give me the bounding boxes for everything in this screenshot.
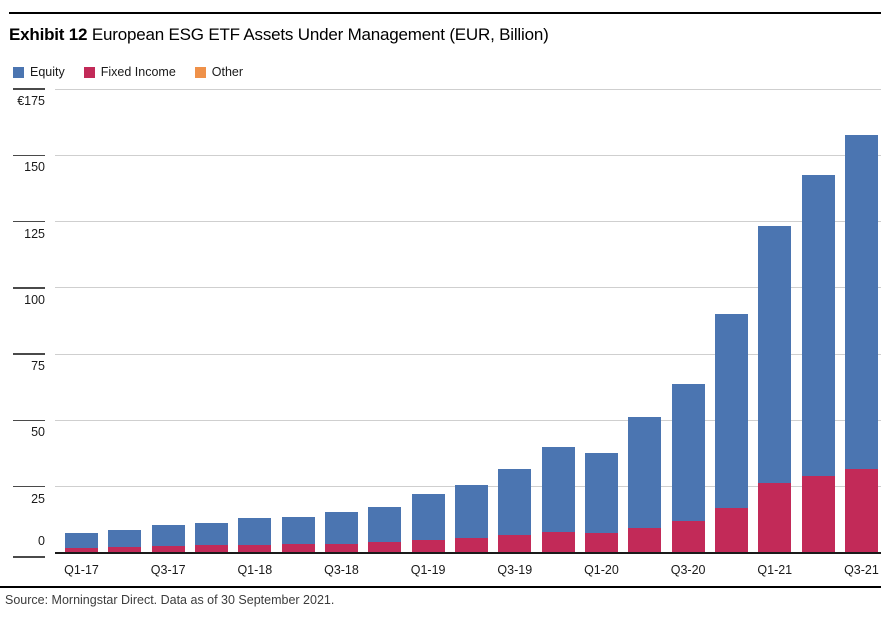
bar-segment-equity [671,384,705,521]
y-axis-label: 25 [31,491,45,506]
exhibit-title: Exhibit 12 European ESG ETF Assets Under… [9,25,879,45]
bar-segment-equity [368,507,402,542]
bar-segment-equity [194,522,228,546]
y-axis-label: 125 [24,226,45,241]
y-axis-tick [13,353,45,355]
legend-label: Fixed Income [100,65,176,79]
legend-label: Equity [30,65,65,79]
x-axis-label: Q1-21 [757,563,793,577]
source-note: Source: Morningstar Direct. Data as of 3… [5,593,335,607]
bar-segment-fixed-income [801,476,835,552]
legend-swatch-other [194,66,206,78]
gridline-75 [55,353,881,355]
bar-segment-equity [324,511,358,545]
legend-item: Other [194,65,244,79]
y-axis-label: 75 [31,359,45,374]
x-axis-label: Q3-21 [844,563,879,577]
bar-segment-equity [108,529,142,547]
bar-segment-fixed-income [584,533,618,552]
y-axis-tick [13,485,45,488]
bar-segment-equity [454,485,488,538]
bar-segment-fixed-income [194,545,228,552]
x-axis-label: Q3-19 [497,563,533,577]
bar-segment-fixed-income [454,537,488,552]
y-axis-tick [13,88,45,90]
top-rule [9,12,881,14]
bar-segment-equity [238,518,272,545]
bar-segment-fixed-income [108,546,142,552]
y-axis-label: €175 [17,94,45,108]
exhibit-label: Exhibit 12 [9,25,88,44]
bar-segment-equity [281,516,315,545]
legend-item: Fixed Income [83,65,176,79]
x-axis-label: Q1-20 [584,563,619,577]
legend-label: Other [211,65,244,79]
bar-segment-fixed-income [628,527,662,552]
bar-segment-equity [498,469,532,536]
x-axis-label: Q3-18 [324,563,359,577]
bottom-rule [0,586,881,588]
exhibit-title-text: European ESG ETF Assets Under Management… [91,25,549,44]
x-axis-label: Q1-19 [410,563,446,577]
gridline-150 [55,154,881,156]
bar-segment-equity [65,532,98,548]
bar-segment-equity [151,525,185,546]
y-axis-label: 50 [31,425,45,440]
y-axis-label: 100 [24,292,45,307]
bar-segment-equity [411,494,445,540]
bar-segment-fixed-income [65,547,98,552]
bar-segment-fixed-income [324,544,358,552]
gridline-125 [55,221,881,223]
x-axis-label: Q3-17 [150,563,186,577]
bar-segment-equity [714,313,748,509]
bar-segment-fixed-income [151,545,185,552]
y-axis-tick [13,287,45,289]
gridline-100 [55,287,881,289]
bar-segment-fixed-income [714,508,748,552]
x-axis-label: Q1-17 [64,563,99,577]
legend-swatch-fixed-income [83,66,95,78]
bar-segment-equity [758,225,792,483]
bar-segment-equity [628,417,662,528]
bar-segment-equity [584,452,618,534]
bar-segment-fixed-income [411,539,445,552]
legend-swatch-equity [13,66,24,78]
y-axis-label: 150 [24,160,45,175]
x-axis-label: Q1-18 [237,563,273,577]
x-axis-label: Q3-20 [670,563,706,577]
bar-segment-fixed-income [238,544,272,552]
legend: Equity Fixed Income Other [13,65,243,79]
y-axis-tick [13,154,45,157]
gridline-50 [55,419,881,421]
y-axis-tick [13,220,45,223]
x-axis-baseline [55,552,881,554]
bar-segment-fixed-income [281,544,315,552]
bar-segment-fixed-income [758,482,792,552]
bar-segment-fixed-income [844,468,878,552]
y-axis-label: 0 [38,534,45,548]
legend-item: Equity [13,65,65,79]
gridline-175 [55,88,881,90]
bar-segment-fixed-income [498,535,532,552]
bar-segment-fixed-income [541,532,575,552]
y-axis-tick [13,556,45,558]
bar-segment-fixed-income [368,541,402,552]
bar-segment-fixed-income [671,520,705,552]
bar-segment-equity [844,135,878,469]
bar-segment-equity [801,174,835,477]
y-axis-tick [13,419,45,422]
bar-segment-equity [541,447,575,533]
